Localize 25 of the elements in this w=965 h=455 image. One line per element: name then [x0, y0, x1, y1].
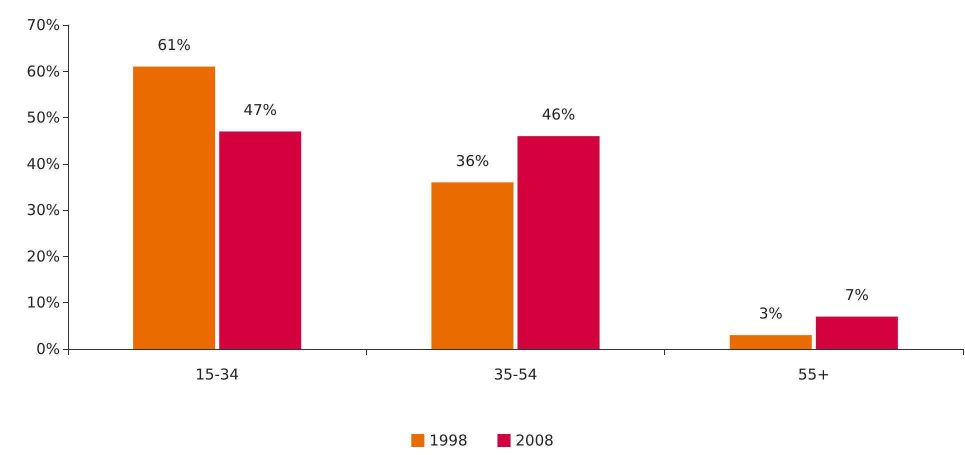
- legend-label: 1998: [429, 432, 468, 450]
- x-tick-label: 35-54: [494, 366, 538, 384]
- y-tick-label: 10%: [26, 294, 60, 312]
- bar: [518, 136, 600, 349]
- y-tick-label: 70%: [26, 16, 60, 34]
- bar: [133, 66, 216, 349]
- data-label: 61%: [157, 36, 191, 54]
- bar: [219, 131, 302, 349]
- data-label: 46%: [542, 106, 576, 124]
- bar: [816, 316, 898, 349]
- y-tick-label: 60%: [26, 62, 60, 80]
- x-tick-label: 55+: [798, 366, 830, 384]
- bar: [730, 335, 812, 349]
- data-label: 7%: [844, 286, 869, 304]
- data-label: 3%: [758, 304, 783, 323]
- bar: [431, 182, 514, 349]
- data-label: 47%: [244, 100, 277, 119]
- y-tick-label: 30%: [26, 201, 60, 220]
- y-tick-label: 50%: [26, 108, 60, 127]
- x-tick-label: 15-34: [195, 366, 239, 384]
- y-tick-label: 0%: [36, 340, 60, 358]
- y-tick-label: 40%: [26, 154, 60, 173]
- legend-label: 2008: [516, 432, 554, 450]
- y-tick-label: 20%: [26, 247, 60, 266]
- data-label: 36%: [456, 152, 490, 170]
